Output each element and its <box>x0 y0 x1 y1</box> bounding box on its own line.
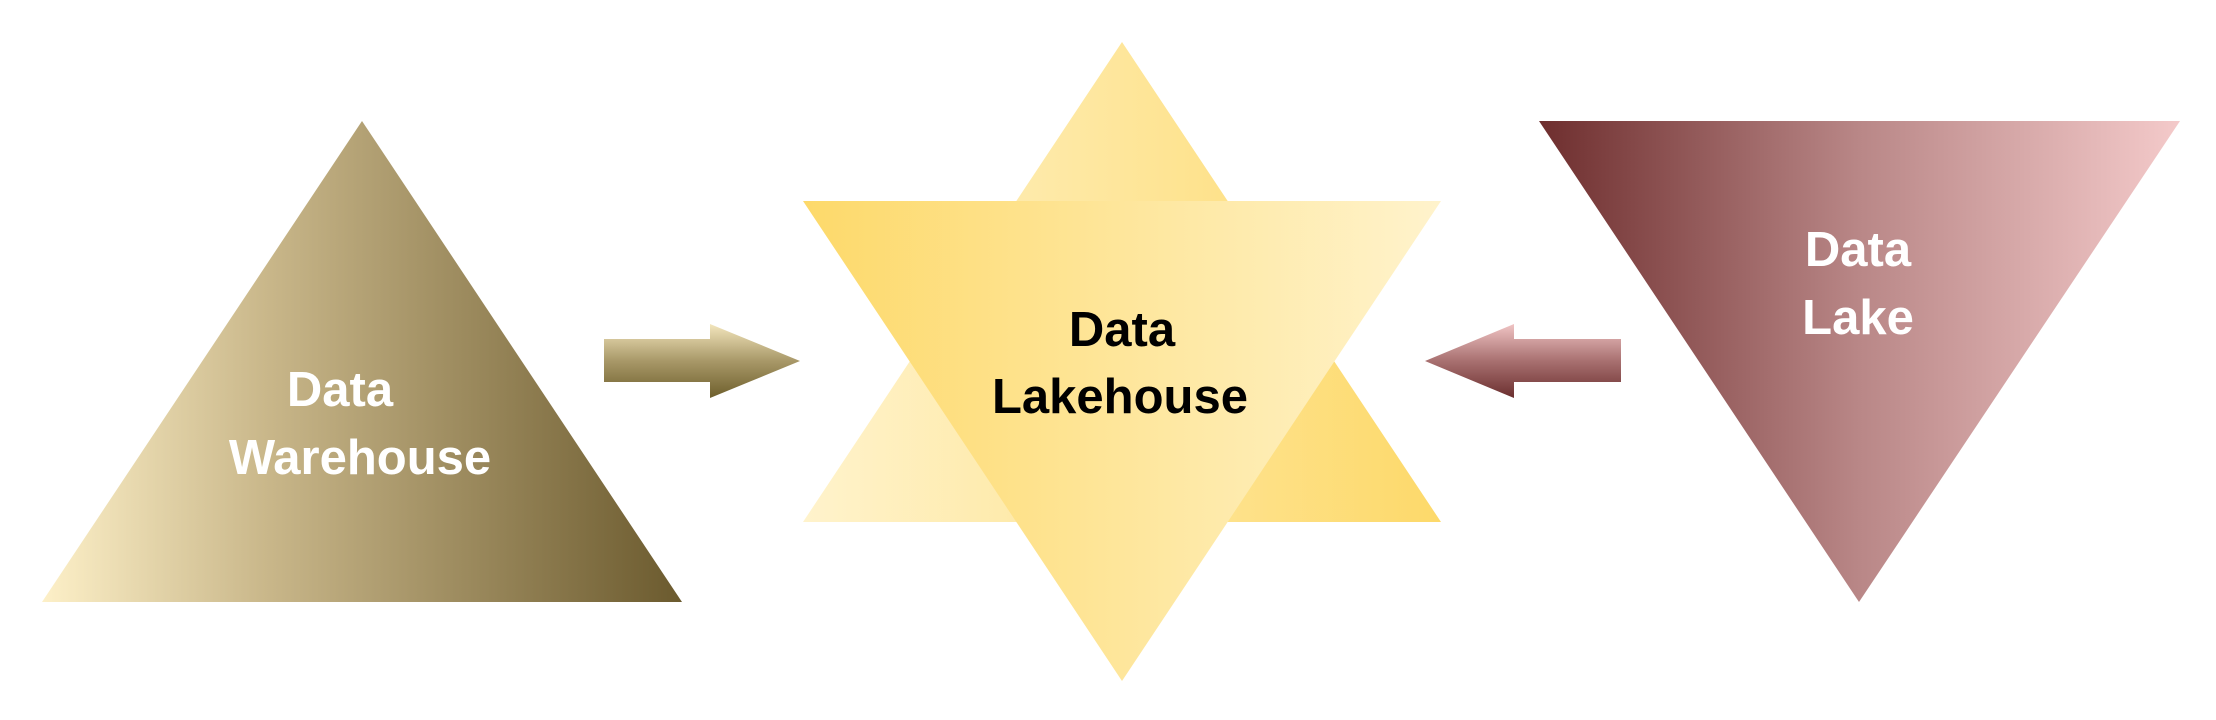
arrow-right-icon <box>604 324 800 398</box>
data-lake-label-line2: Lake <box>1802 291 1914 345</box>
arrow-warehouse-to-lakehouse <box>604 324 800 398</box>
data-lake-label-line1: Data <box>1805 223 1912 277</box>
arrow-lake-to-lakehouse <box>1425 324 1621 398</box>
data-warehouse-group: Data Warehouse <box>42 121 682 602</box>
data-warehouse-label-line1: Data <box>287 363 394 417</box>
data-warehouse-triangle <box>42 121 682 602</box>
data-lake-group: Data Lake <box>1539 121 2180 602</box>
data-lakehouse-label-line2: Lakehouse <box>992 370 1248 424</box>
data-lake-triangle <box>1539 121 2180 602</box>
data-lakehouse-group: Data Lakehouse <box>803 42 1441 681</box>
arrow-left-icon <box>1425 324 1621 398</box>
data-lakehouse-label-line1: Data <box>1069 303 1176 357</box>
data-lakehouse-down-triangle <box>803 201 1441 681</box>
data-warehouse-label-line2: Warehouse <box>229 431 491 485</box>
